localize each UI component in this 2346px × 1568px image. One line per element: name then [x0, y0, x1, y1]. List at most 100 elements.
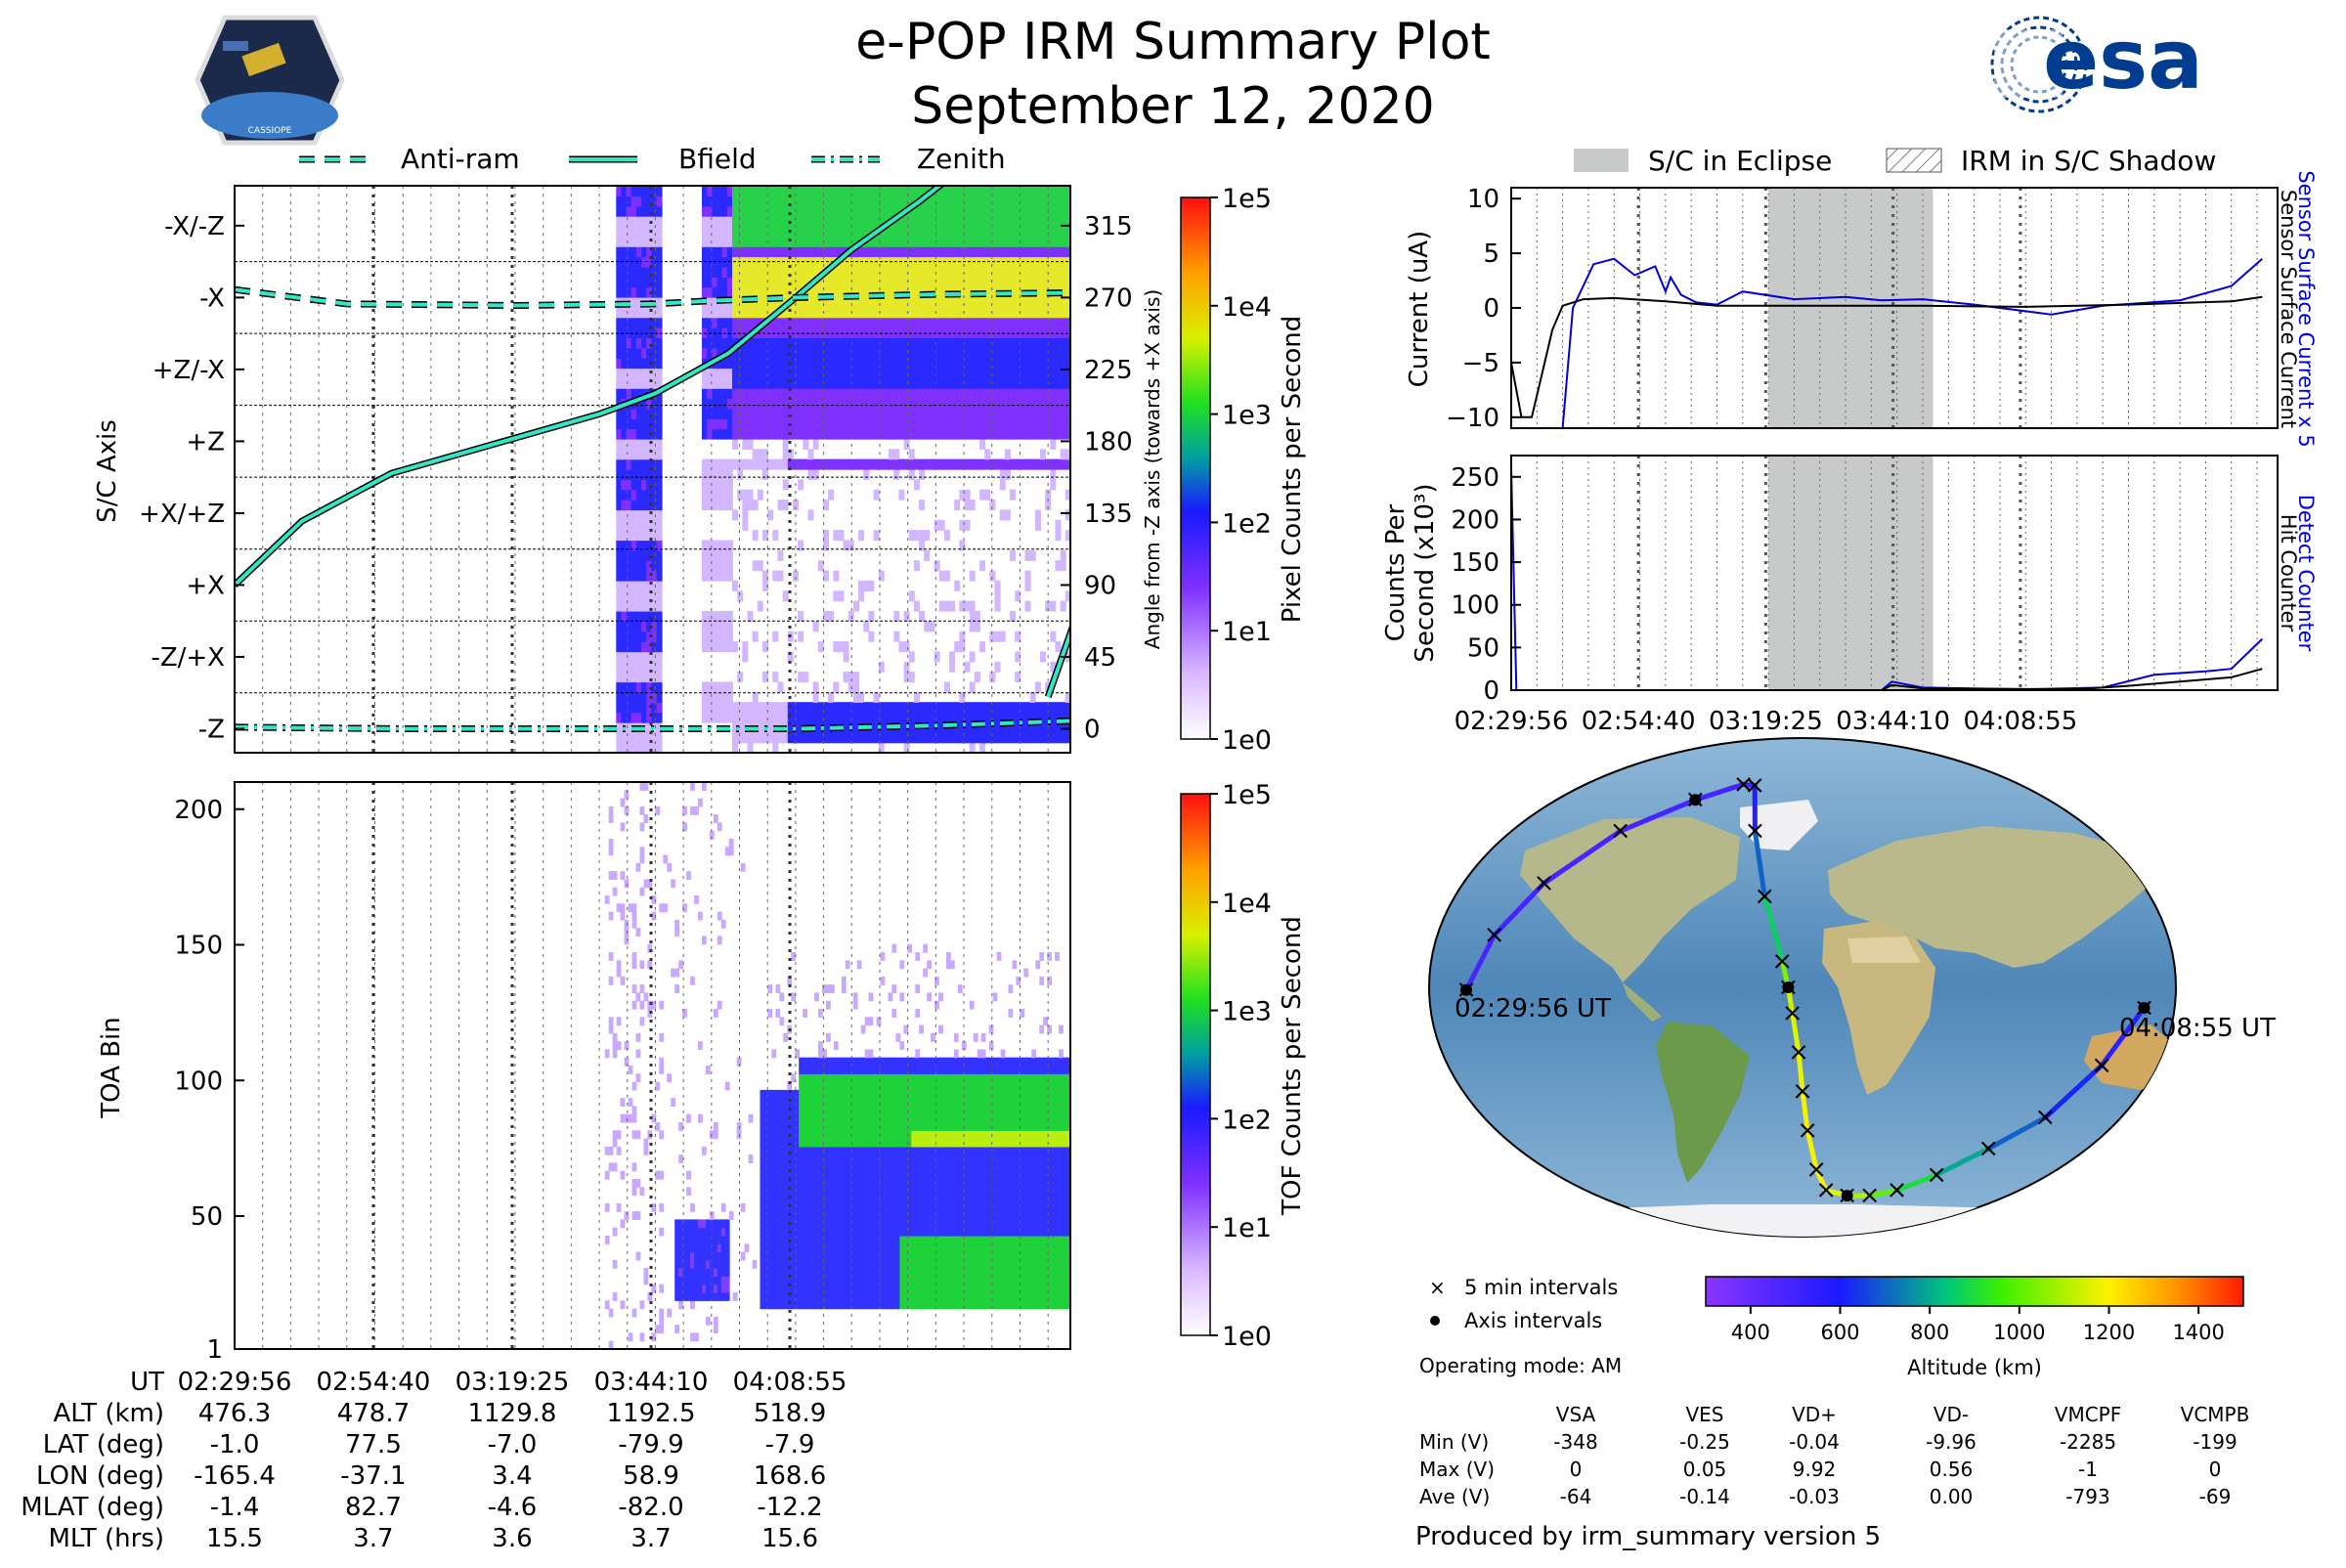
attitude-heat-cell: [884, 186, 890, 196]
attitude-heat-cell: [995, 327, 1001, 338]
attitude-heat-cell: [621, 337, 627, 348]
attitude-heat-cell: [929, 409, 934, 419]
attitude-heat-cell: [722, 611, 728, 622]
attitude-heat-cell: [995, 399, 1001, 410]
attitude-heat-cell: [818, 307, 824, 318]
attitude-heat-cell: [1000, 307, 1006, 318]
attitude-heat-cell: [934, 307, 940, 318]
attitude-heat-cell: [898, 388, 904, 399]
attitude-heat-cell: [636, 196, 642, 206]
attitude-heat-cell: [803, 246, 808, 257]
attitude-heat-cell: [939, 297, 945, 308]
toa-heat-cell: [690, 977, 695, 985]
attitude-heat-cell: [884, 206, 890, 217]
attitude-heat-cell: [717, 550, 723, 561]
attitude-heat-cell: [965, 226, 971, 237]
attitude-heat-cell: [1050, 429, 1056, 440]
attitude-heat-cell: [965, 378, 971, 389]
attitude-heat-cell: [965, 297, 971, 308]
attitude-heat-cell: [944, 237, 950, 247]
attitude-heat-cell: [965, 186, 971, 196]
pixel-colorbar-tick-label: 1e2: [1222, 508, 1272, 539]
toa-heat-cell: [605, 1171, 610, 1180]
attitude-heat-cell: [893, 246, 899, 257]
attitude-heat-cell: [1010, 318, 1016, 328]
toa-heat-cell: [625, 928, 630, 936]
attitude-heat-cell: [904, 399, 910, 410]
attitude-heat-cell: [1025, 277, 1031, 287]
attitude-heat-cell: [914, 337, 920, 348]
attitude-heat-cell: [919, 702, 925, 713]
attitude-heat-cell: [863, 388, 869, 399]
attitude-heat-cell: [929, 267, 934, 278]
attitude-heat-cell: [748, 399, 754, 410]
attitude-angle-label: 0: [1084, 715, 1101, 744]
attitude-heat-cell: [1010, 327, 1016, 338]
attitude-heat-cell: [889, 206, 894, 217]
attitude-heat-cell: [748, 702, 754, 713]
attitude-heat-cell: [631, 520, 637, 531]
attitude-heat-cell: [844, 206, 849, 217]
attitude-heat-cell: [1010, 307, 1016, 318]
attitude-heat-cell: [636, 611, 642, 622]
attitude-heat-cell: [858, 378, 864, 389]
toa-heat-cell: [640, 1001, 645, 1010]
attitude-heat-cell: [979, 196, 985, 206]
attitude-axis-label: -X/-Z: [164, 212, 225, 241]
attitude-heat-cell: [1025, 186, 1031, 196]
attitude-heat-cell: [1025, 388, 1031, 399]
attitude-heat-cell: [979, 368, 985, 378]
attitude-heat-cell: [884, 358, 890, 369]
attitude-heat-cell: [722, 267, 728, 278]
attitude-heat-cell: [1035, 520, 1041, 531]
attitude-heat-cell: [636, 621, 642, 632]
attitude-heat-cell: [702, 459, 708, 470]
attitude-heat-cell: [722, 469, 728, 480]
attitude-heat-cell: [1045, 418, 1051, 429]
attitude-heat-cell: [748, 277, 754, 287]
toa-heat-cell: [869, 1017, 874, 1025]
attitude-heat-cell: [924, 459, 930, 470]
attitude-heat-cell: [772, 277, 778, 287]
attitude-heat-cell: [772, 713, 778, 723]
attitude-heat-cell: [898, 196, 904, 206]
attitude-heat-cell: [1035, 509, 1041, 520]
attitude-heat-cell: [778, 713, 784, 723]
attitude-heat-cell: [641, 611, 647, 622]
attitude-heat-cell: [636, 307, 642, 318]
attitude-heat-cell: [934, 267, 940, 278]
attitude-heat-cell: [828, 490, 834, 501]
attitude-heat-cell: [853, 601, 859, 612]
attitude-heat-cell: [995, 318, 1001, 328]
attitude-heat-cell: [616, 601, 622, 612]
attitude-heat-cell: [641, 490, 647, 501]
toa-heat-cell: [915, 1009, 920, 1018]
attitude-heat-cell: [813, 713, 819, 723]
toa-heat-cell: [640, 847, 645, 855]
attitude-heat-cell: [702, 186, 708, 196]
attitude-heat-cell: [772, 206, 778, 217]
attitude-heat-cell: [627, 590, 632, 601]
attitude-heat-cell: [949, 702, 955, 713]
attitude-heat-cell: [621, 246, 627, 257]
toa-heat-cell: [655, 806, 660, 815]
attitude-heat-cell: [858, 429, 864, 440]
attitude-heat-cell: [828, 378, 834, 389]
attitude-heat-cell: [707, 641, 713, 652]
toa-heat-cell: [613, 1139, 618, 1148]
attitude-heat-cell: [702, 388, 708, 399]
attitude-heat-cell: [924, 732, 930, 743]
attitude-heat-cell: [621, 439, 627, 450]
attitude-heat-cell: [975, 297, 980, 308]
attitude-heat-cell: [893, 399, 899, 410]
attitude-heat-cell: [1056, 297, 1062, 308]
attitude-heat-cell: [616, 418, 622, 429]
attitude-heat-cell: [717, 641, 723, 652]
toa-heat-cell: [791, 952, 796, 961]
attitude-heat-cell: [858, 318, 864, 328]
toa-heat-cell: [659, 1285, 664, 1293]
attitude-heat-cell: [833, 206, 839, 217]
attitude-heat-cell: [727, 500, 733, 510]
toa-heat-cell: [853, 992, 858, 1001]
toa-heat-cell: [636, 1073, 641, 1082]
